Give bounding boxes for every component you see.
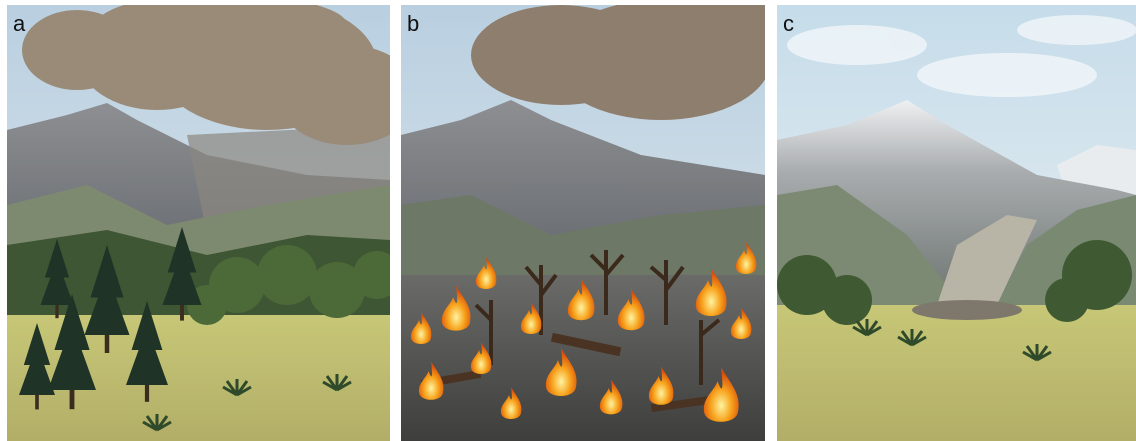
panel-b: b (401, 5, 765, 441)
panel-label: c (783, 11, 794, 36)
panel-label: a (13, 11, 26, 36)
panel-label: b (407, 11, 419, 36)
panel-c: c (777, 5, 1136, 441)
panel-a: a (7, 5, 390, 441)
